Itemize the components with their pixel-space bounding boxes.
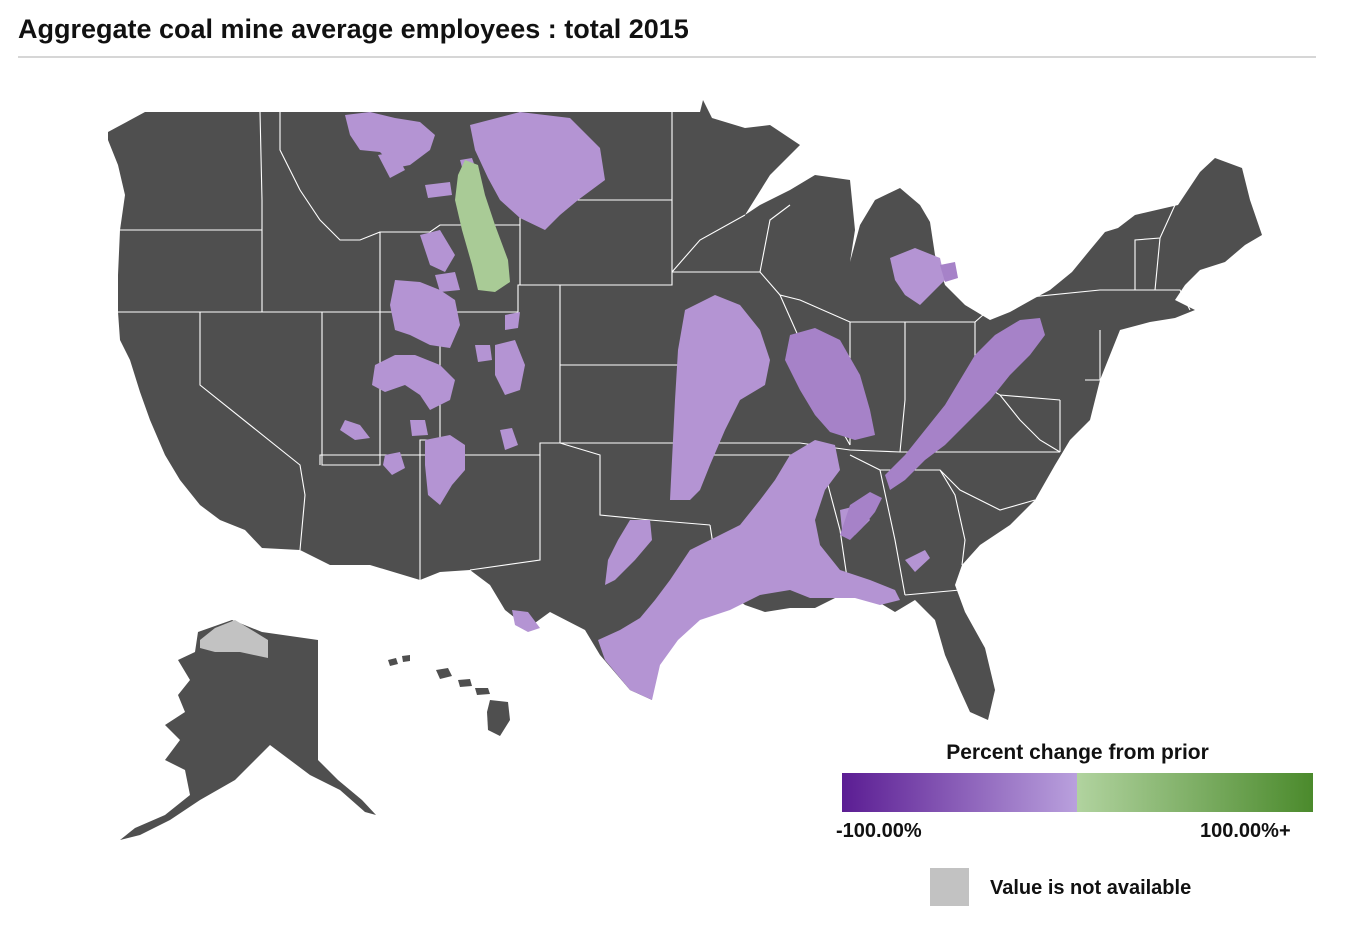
texas-west-lignite-region	[605, 520, 652, 585]
san-juan-basin-region	[425, 435, 465, 505]
coal-strong-decrease-regions	[785, 262, 1045, 540]
utah-coal-region	[372, 355, 455, 410]
legend-max-label: 100.00%+	[1200, 820, 1291, 842]
illinois-west-region	[670, 295, 770, 500]
legend-gradient-negative	[842, 773, 1077, 812]
legend-gradient	[842, 773, 1313, 812]
michigan-basin-region	[890, 248, 945, 305]
wyoming-west-region	[420, 230, 455, 272]
coal-decrease-regions	[340, 112, 945, 700]
map-title: Aggregate coal mine average employees : …	[18, 14, 689, 44]
legend-title: Percent change from prior	[946, 741, 1209, 764]
powder-river-basin-region	[470, 112, 605, 230]
title-divider	[18, 56, 1316, 58]
legend-min-label: -100.00%	[836, 820, 922, 842]
hawaii-shape	[388, 655, 510, 736]
alaska-shape	[120, 620, 376, 840]
alaska-unavailable-region	[200, 620, 268, 658]
illinois-basin-region	[785, 328, 875, 440]
uinta-basin-region	[390, 280, 460, 348]
legend-gradient-positive	[1077, 773, 1313, 812]
appalachian-basin-region	[885, 318, 1045, 490]
montana-west-region	[345, 112, 435, 168]
coal-increase-region	[455, 160, 510, 292]
legend-na-label: Value is not available	[990, 877, 1192, 899]
legend-na-swatch	[930, 868, 969, 906]
gulf-lignite-region	[598, 440, 900, 700]
